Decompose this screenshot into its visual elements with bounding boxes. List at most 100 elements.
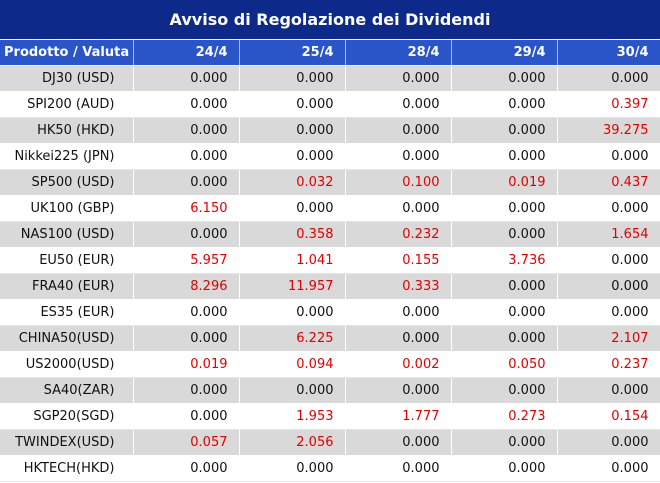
dividend-value-cell: 0.000	[557, 65, 660, 92]
dividend-value-cell: 8.296	[133, 273, 240, 300]
dividend-value-cell: 0.050	[451, 351, 558, 378]
dividend-value-cell: 0.000	[239, 91, 346, 118]
dividend-value-cell: 0.019	[451, 169, 558, 196]
table-row: FRA40 (EUR)8.29611.9570.3330.0000.0000.0…	[0, 273, 660, 300]
table-row: NAS100 (USD)0.0000.3580.2320.0001.6540.0…	[0, 221, 660, 248]
dividend-value-cell: 0.000	[239, 117, 346, 144]
page-title: Avviso di Regolazione dei Dividendi	[0, 0, 660, 39]
column-header-date: 24/4	[133, 40, 240, 66]
dividend-value-cell: 0.232	[345, 221, 452, 248]
dividend-value-cell: 39.275	[557, 117, 660, 144]
product-cell: SPI200 (AUD)	[0, 91, 134, 118]
dividend-value-cell: 0.000	[133, 403, 240, 430]
dividend-value-cell: 0.000	[133, 169, 240, 196]
product-cell: HKTECH(HKD)	[0, 455, 134, 482]
dividend-value-cell: 1.777	[345, 403, 452, 430]
dividend-value-cell: 0.000	[345, 117, 452, 144]
dividend-value-cell: 0.000	[557, 455, 660, 482]
dividend-value-cell: 0.000	[133, 455, 240, 482]
dividend-value-cell: 0.000	[345, 377, 452, 404]
dividend-value-cell: 0.000	[345, 65, 452, 92]
product-cell: SGP20(SGD)	[0, 403, 134, 430]
product-cell: CHINA50(USD)	[0, 325, 134, 352]
dividend-value-cell: 0.000	[239, 377, 346, 404]
dividend-value-cell: 0.000	[239, 65, 346, 92]
dividend-value-cell: 0.237	[557, 351, 660, 378]
product-cell: NAS100 (USD)	[0, 221, 134, 248]
table-row: SP500 (USD)0.0000.0320.1000.0190.4370.15…	[0, 169, 660, 196]
dividend-value-cell: 0.000	[133, 91, 240, 118]
dividend-value-cell: 0.000	[345, 299, 452, 326]
table-row: HK50 (HKD)0.0000.0000.0000.00039.2750.00…	[0, 117, 660, 144]
table-row: UK100 (GBP)6.1500.0000.0000.0000.0000.61…	[0, 195, 660, 222]
dividend-value-cell: 1.953	[239, 403, 346, 430]
dividend-value-cell: 0.000	[451, 299, 558, 326]
product-cell: TWINDEX(USD)	[0, 429, 134, 456]
dividend-value-cell: 2.056	[239, 429, 346, 456]
product-cell: ES35 (EUR)	[0, 299, 134, 326]
dividend-value-cell: 6.225	[239, 325, 346, 352]
table-body: DJ30 (USD)0.0000.0000.0000.0000.0000.000…	[0, 65, 660, 482]
dividend-value-cell: 0.437	[557, 169, 660, 196]
dividend-value-cell: 0.000	[451, 65, 558, 92]
product-cell: DJ30 (USD)	[0, 65, 134, 92]
dividend-table: Prodotto / Valuta24/425/428/429/430/41/5…	[0, 40, 660, 482]
dividend-value-cell: 0.000	[557, 273, 660, 300]
dividend-value-cell: 0.094	[239, 351, 346, 378]
dividend-value-cell: 0.154	[557, 403, 660, 430]
column-header-date: 29/4	[451, 40, 558, 66]
dividend-value-cell: 0.000	[133, 117, 240, 144]
dividend-value-cell: 0.000	[451, 143, 558, 170]
dividend-value-cell: 0.000	[451, 455, 558, 482]
dividend-value-cell: 0.000	[557, 143, 660, 170]
dividend-value-cell: 0.000	[133, 65, 240, 92]
dividend-value-cell: 0.000	[133, 325, 240, 352]
dividend-value-cell: 0.397	[557, 91, 660, 118]
table-row: US2000(USD)0.0190.0940.0020.0500.2370.02…	[0, 351, 660, 378]
dividend-value-cell: 0.000	[345, 455, 452, 482]
dividend-value-cell: 0.000	[133, 221, 240, 248]
dividend-value-cell: 0.000	[133, 143, 240, 170]
dividend-value-cell: 0.000	[557, 299, 660, 326]
dividend-value-cell: 0.019	[133, 351, 240, 378]
dividend-value-cell: 0.000	[557, 377, 660, 404]
dividend-value-cell: 0.000	[133, 299, 240, 326]
product-cell: UK100 (GBP)	[0, 195, 134, 222]
dividend-value-cell: 0.000	[345, 91, 452, 118]
dividend-value-cell: 0.100	[345, 169, 452, 196]
dividend-value-cell: 0.358	[239, 221, 346, 248]
column-header-date: 30/4	[557, 40, 660, 66]
dividend-value-cell: 0.000	[557, 429, 660, 456]
dividend-value-cell: 0.000	[345, 195, 452, 222]
dividend-value-cell: 0.000	[133, 377, 240, 404]
product-cell: SA40(ZAR)	[0, 377, 134, 404]
product-cell: US2000(USD)	[0, 351, 134, 378]
product-cell: FRA40 (EUR)	[0, 273, 134, 300]
dividend-value-cell: 0.000	[239, 455, 346, 482]
dividend-value-cell: 0.002	[345, 351, 452, 378]
table-row: HKTECH(HKD)0.0000.0000.0000.0000.0000.00…	[0, 455, 660, 482]
dividend-value-cell: 0.000	[451, 273, 558, 300]
dividend-value-cell: 0.000	[557, 247, 660, 274]
dividend-value-cell: 11.957	[239, 273, 346, 300]
dividend-value-cell: 1.654	[557, 221, 660, 248]
dividend-value-cell: 0.032	[239, 169, 346, 196]
dividend-value-cell: 0.000	[345, 429, 452, 456]
table-row: CHINA50(USD)0.0006.2250.0000.0002.1070.0…	[0, 325, 660, 352]
dividend-value-cell: 6.150	[133, 195, 240, 222]
dividend-value-cell: 0.000	[451, 377, 558, 404]
table-row: TWINDEX(USD)0.0572.0560.0000.0000.0000.0…	[0, 429, 660, 456]
dividend-value-cell: 5.957	[133, 247, 240, 274]
dividend-value-cell: 0.057	[133, 429, 240, 456]
dividend-value-cell: 1.041	[239, 247, 346, 274]
dividend-value-cell: 0.000	[451, 91, 558, 118]
dividend-value-cell: 0.000	[345, 325, 452, 352]
column-header-date: 25/4	[239, 40, 346, 66]
product-cell: SP500 (USD)	[0, 169, 134, 196]
